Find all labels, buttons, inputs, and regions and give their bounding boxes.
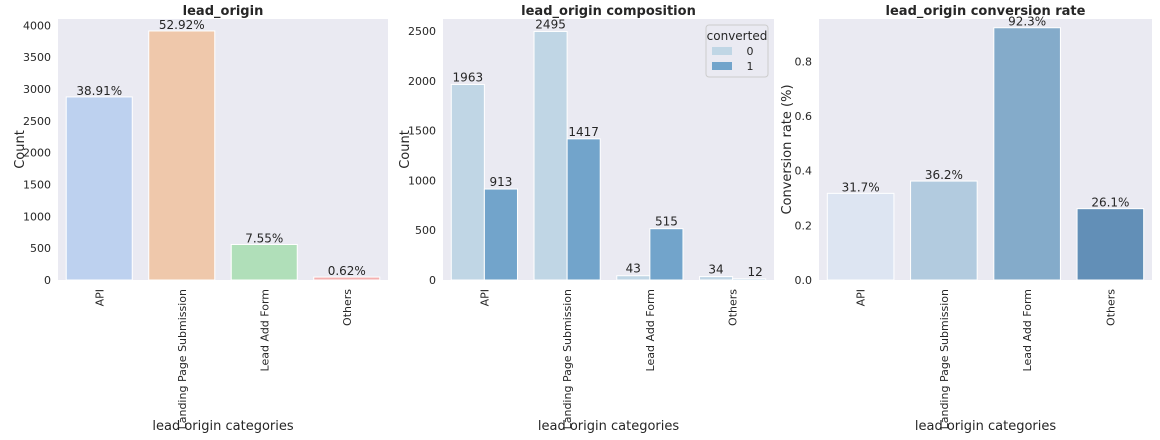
bar-series-1	[566, 138, 601, 281]
bar-value-label: 0.62%	[328, 264, 366, 278]
legend: converted 0 1	[705, 24, 769, 78]
bar-value-label: 515	[655, 215, 678, 229]
x-tick-label: Lead Add Form	[644, 289, 657, 371]
y-axis-label: Count	[13, 130, 28, 169]
x-tick-label: API	[855, 289, 868, 306]
x-tick-label: API	[93, 289, 106, 306]
bar	[826, 192, 895, 281]
y-tick-label: 500	[415, 224, 436, 237]
y-tick-label: 0.2	[795, 219, 813, 232]
y-tick-label: 2000	[408, 75, 436, 88]
x-tick-label: API	[478, 289, 491, 306]
bar-series-1	[649, 228, 684, 281]
bar	[1076, 208, 1145, 281]
legend-swatch-0	[712, 47, 732, 55]
x-tick-label: Others	[1104, 289, 1117, 326]
y-axis-label: Conversion rate (%)	[780, 84, 795, 214]
bar-value-label: 36.2%	[925, 168, 963, 182]
bar-value-label: 31.7%	[842, 180, 880, 194]
y-tick-label: 2500	[23, 115, 51, 128]
bar	[148, 30, 216, 281]
bar-value-label: 7.55%	[245, 231, 283, 245]
y-tick-label: 2500	[408, 25, 436, 38]
bar-series-1	[483, 188, 518, 281]
y-tick-label: 0.4	[795, 165, 813, 178]
bar	[993, 27, 1061, 281]
bar-series-0	[616, 275, 651, 281]
bar-series-0	[450, 83, 485, 281]
chart-title: lead_origin composition	[521, 4, 696, 19]
bar-value-label: 2495	[535, 17, 566, 31]
y-tick-label: 0.8	[795, 55, 813, 68]
y-tick-label: 0.0	[795, 274, 813, 287]
bar-series-0	[699, 276, 734, 281]
chart-panel-1: lead_origin 0 500 1000 1500 2000 2500 3000 3500 4…	[13, 4, 388, 434]
y-tick-label: 1500	[408, 125, 436, 138]
bar-value-label: 52.92%	[159, 18, 205, 32]
x-tick-label: Landing Page Submission	[938, 289, 951, 429]
legend-swatch-1	[712, 62, 732, 70]
y-tick-label: 3000	[23, 83, 51, 96]
bar	[230, 243, 298, 281]
y-tick-label: 1000	[23, 210, 51, 223]
y-tick-label: 2000	[23, 147, 51, 160]
legend-entry: 0	[747, 45, 754, 58]
y-tick-label: 4000	[23, 19, 51, 32]
bar-series-1	[732, 278, 767, 281]
x-tick-label: Lead Add Form	[258, 289, 271, 371]
bar-value-label: 38.91%	[76, 84, 122, 98]
bar	[313, 276, 381, 281]
bar-value-label: 43	[626, 262, 641, 276]
x-axis-label: lead origin categories	[915, 419, 1056, 434]
chart-title: lead_origin	[183, 4, 264, 19]
bar-value-label: 12	[748, 265, 763, 279]
x-axis-label: lead origin categories	[538, 419, 679, 434]
y-tick-label: 0.6	[795, 110, 813, 123]
bar-value-label: 1963	[453, 70, 484, 84]
bar-series-0	[533, 30, 568, 281]
x-tick-label: Lead Add Form	[1021, 289, 1034, 371]
y-tick-label: 1500	[23, 179, 51, 192]
legend-title: converted	[707, 29, 768, 43]
y-tick-label: 0	[44, 274, 51, 287]
chart-title: lead_origin conversion rate	[886, 4, 1086, 19]
chart-panel-3: lead_origin conversion rate 0.0 0.2 0.4 0.6 0…	[780, 4, 1152, 434]
x-tick-label: Others	[341, 289, 354, 326]
x-tick-label: Landing Page Submission	[561, 289, 574, 429]
bar-value-label: 92.3%	[1008, 15, 1046, 29]
bar	[65, 96, 133, 281]
x-axis-label: lead origin categories	[152, 419, 293, 434]
bar-value-label: 913	[489, 175, 512, 189]
y-tick-label: 0	[429, 274, 436, 287]
bar	[910, 180, 978, 281]
legend-entry: 1	[747, 60, 754, 73]
x-tick-label: Others	[727, 289, 740, 326]
x-tick-label: Landing Page Submission	[176, 289, 189, 429]
y-tick-label: 500	[30, 242, 51, 255]
bar-value-label: 1417	[568, 125, 599, 139]
y-axis-label: Count	[398, 130, 413, 169]
y-tick-label: 1000	[408, 174, 436, 187]
y-tick-label: 3500	[23, 51, 51, 64]
bar-value-label: 26.1%	[1091, 196, 1129, 210]
bar-value-label: 34	[708, 263, 723, 277]
chart-panel-2: lead_origin composition 0 500 1000 1500 2000 2…	[398, 4, 774, 434]
